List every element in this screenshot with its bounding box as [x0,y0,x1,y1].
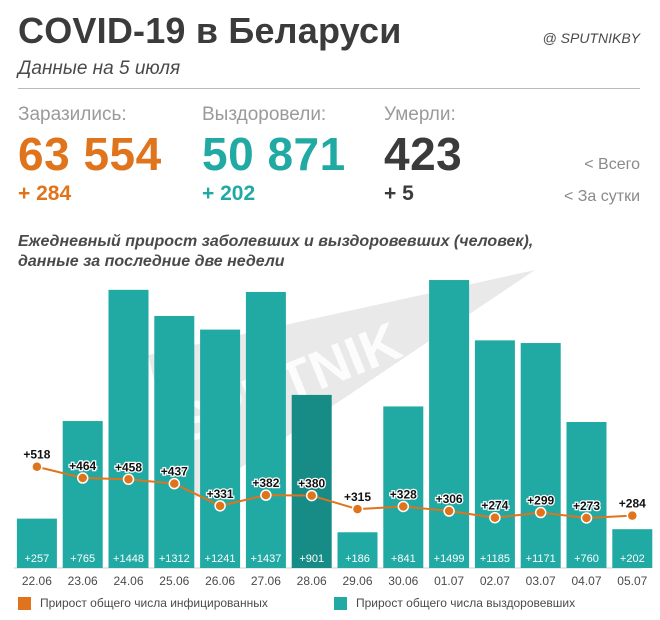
bar-label-02.07: +1185 [480,553,510,565]
legend-recovered: Прирост общего числа выздоровевших [334,596,575,610]
source-handle[interactable]: @ SPUTNIKBY [542,30,640,46]
stat-died: Умерли: 423 + 5 [384,104,462,206]
bar-25.06 [154,315,195,568]
x-tick-01.07: 01.07 [434,574,464,588]
x-tick-02.07: 02.07 [480,574,510,588]
infected-point-23.06 [76,472,89,484]
line-label-30.06: +328 [390,487,417,501]
infected-point-03.07 [534,506,547,519]
line-label-25.06: +437 [161,465,188,479]
bar-label-03.07: +1171 [526,553,556,565]
legend-recovered-swatch [334,596,347,610]
infected-point-27.06 [260,489,272,501]
infected-point-04.07 [580,512,593,524]
line-label-28.06: +380 [298,477,325,491]
infected-point-01.07 [443,505,455,517]
infected-point-26.06 [214,500,226,512]
x-tick-29.06: 29.06 [342,574,372,588]
bar-label-26.06: +1241 [205,553,236,565]
bar-label-01.07: +1499 [434,553,465,565]
bar-label-25.06: +1312 [159,553,190,565]
line-label-27.06: +382 [252,476,279,490]
bar-label-22.06: +257 [25,553,50,565]
bar-label-04.07: +760 [574,553,599,565]
stat-infected: Заразились: 63 554 + 284 [18,104,162,206]
x-tick-30.06: 30.06 [388,574,418,588]
bar-28.06 [291,394,332,568]
bar-05.07 [612,529,653,568]
line-label-29.06: +315 [344,490,371,504]
date-subtitle: Данные на 5 июля [18,58,181,79]
stat-infected-label: Заразились: [18,104,127,125]
infected-point-25.06 [168,477,181,490]
line-label-03.07: +299 [527,494,554,508]
stat-recovered-label: Выздоровели: [202,104,327,125]
bar-label-30.06: +841 [391,553,416,565]
x-tick-04.07: 04.07 [571,574,601,588]
bar-26.06 [200,329,241,568]
x-tick-23.06: 23.06 [68,574,98,588]
x-tick-26.06: 26.06 [205,574,235,588]
bar-label-24.06: +1448 [113,553,144,565]
stat-infected-daily: + 284 [18,182,72,205]
legend-recovered-label: Прирост общего числа выздоровевших [356,596,576,610]
x-tick-05.07: 05.07 [617,574,647,588]
stat-infected-total: 63 554 [18,128,162,180]
bar-label-29.06: +186 [345,553,370,565]
legend-infected-swatch [18,596,31,610]
infected-point-29.06 [351,503,364,515]
line-label-01.07: +306 [436,492,463,506]
stat-recovered: Выздоровели: 50 871 + 202 [202,104,346,206]
header-divider [18,88,640,89]
x-tick-24.06: 24.06 [113,574,143,588]
bar-label-28.06: +901 [299,553,324,565]
page-title: COVID-19 в Беларуси [18,10,402,51]
x-tick-27.06: 27.06 [251,574,281,588]
chart-title: Ежедневный прирост заболевших и выздоров… [18,233,534,270]
x-tick-22.06: 22.06 [22,574,52,588]
infected-point-02.07 [489,511,501,524]
bar-04.07 [566,422,607,568]
line-label-02.07: +274 [481,499,508,513]
bar-30.06 [383,406,424,568]
infected-point-30.06 [397,500,410,513]
infected-point-24.06 [122,473,135,486]
bar-29.06 [337,532,378,568]
line-label-05.07: +284 [619,497,646,511]
infected-line [36,465,633,519]
stat-died-daily: + 5 [384,182,414,205]
stat-died-label: Умерли: [384,104,456,125]
bar-27.06 [245,291,286,568]
line-label-26.06: +331 [207,487,234,501]
legend-infected-label: Прирост общего числа инфицированных [40,596,268,610]
stat-died-total: 423 [384,128,463,180]
bar-23.06 [62,421,103,568]
bar-02.07 [474,340,515,568]
bar-24.06 [108,289,149,568]
bar-label-05.07: +202 [620,553,645,565]
line-label-04.07: +273 [573,499,600,513]
bar-01.07 [429,280,470,568]
line-label-23.06: +464 [69,459,96,473]
bar-22.06 [16,518,57,568]
bar-03.07 [520,343,561,568]
line-label-24.06: +458 [115,460,142,474]
infected-point-22.06 [31,460,43,473]
stat-recovered-total: 50 871 [202,128,346,180]
bar-label-27.06: +1437 [250,553,281,565]
daily-note: < За сутки [563,188,640,205]
legend-infected: Прирост общего числа инфицированных [18,596,268,610]
x-tick-28.06: 28.06 [297,574,327,588]
total-note: < Всего [584,156,640,173]
stat-recovered-daily: + 202 [202,182,256,205]
line-label-22.06: +518 [23,448,50,462]
infected-point-05.07 [626,509,639,522]
x-tick-25.06: 25.06 [159,574,189,588]
bar-label-23.06: +765 [70,553,95,565]
x-tick-03.07: 03.07 [526,574,556,588]
infected-point-28.06 [305,489,318,502]
